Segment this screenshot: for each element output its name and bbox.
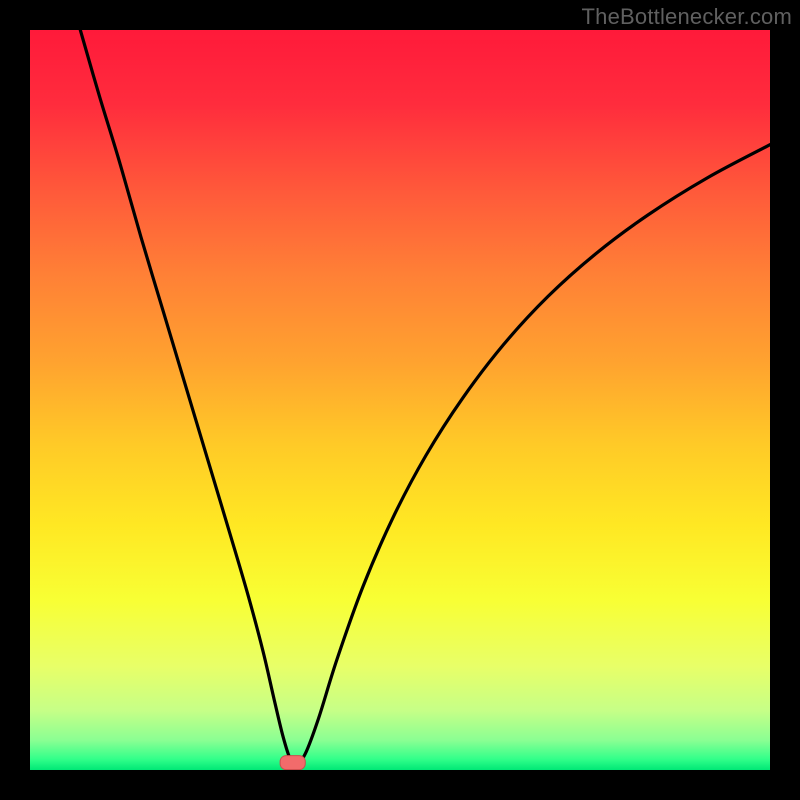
watermark-text: TheBottlenecker.com: [582, 4, 792, 30]
chart-frame: TheBottlenecker.com: [0, 0, 800, 800]
chart-svg: [30, 30, 770, 770]
vertex-marker: [280, 756, 305, 770]
gradient-background: [30, 30, 770, 770]
plot-area: [30, 30, 770, 770]
